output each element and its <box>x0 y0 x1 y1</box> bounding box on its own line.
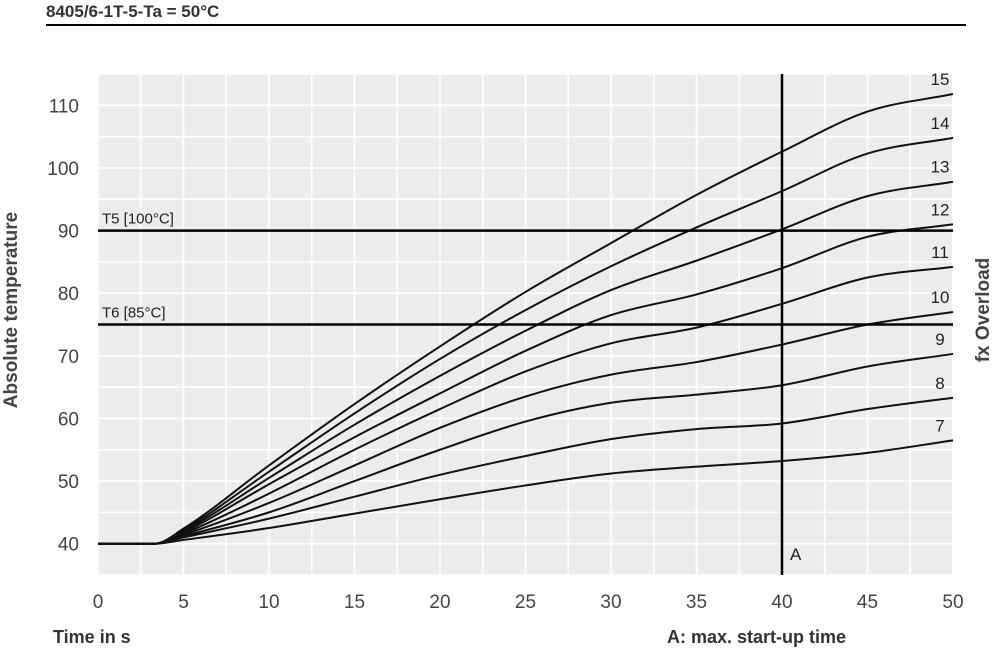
y-axis-label: Absolute temperature <box>1 211 22 409</box>
series-line-14 <box>98 136 954 545</box>
y-tick-label: 50 <box>58 472 79 493</box>
y-axis-ticks: 40 50 60 70 80 90 100 110 <box>47 96 79 555</box>
start-up-marker: A <box>780 74 802 575</box>
title-divider <box>46 24 966 26</box>
series-line-9 <box>98 352 954 545</box>
series-line-10 <box>98 310 954 545</box>
x-tick-label: 45 <box>857 592 878 613</box>
y-tick-label: 60 <box>58 409 79 430</box>
series-label-9: 9 <box>935 330 944 349</box>
secondary-axis-label: fx Overload <box>973 257 994 363</box>
x-tick-label: 15 <box>344 592 365 613</box>
x-tick-label: 10 <box>258 592 279 613</box>
x-tick-label: 50 <box>942 592 963 613</box>
series-line-7 <box>98 439 954 545</box>
series-label-7: 7 <box>935 416 944 435</box>
x-tick-label: 30 <box>600 592 621 613</box>
series-line-15 <box>98 93 954 545</box>
y-tick-label: 110 <box>49 96 79 117</box>
marker-label: A <box>790 545 802 564</box>
y-tick-label: 40 <box>58 535 79 556</box>
series-line-13 <box>98 180 954 545</box>
series-line-12 <box>98 223 954 545</box>
chart-title: 8405/6-1T-5-Ta = 50°C <box>46 2 220 21</box>
x-tick-label: 35 <box>686 592 707 613</box>
series-line-8 <box>98 396 954 545</box>
series-lines <box>98 93 954 545</box>
y-tick-label: 90 <box>58 222 79 243</box>
series-label-15: 15 <box>931 70 950 89</box>
x-axis-label: Time in s <box>53 627 131 647</box>
series-line-11 <box>98 265 954 545</box>
reference-line-label: T6 [85°C] <box>102 305 166 322</box>
series-label-11: 11 <box>931 243 949 262</box>
series-label-12: 12 <box>931 200 950 219</box>
x-tick-label: 0 <box>93 592 104 613</box>
x-tick-label: 5 <box>178 592 189 613</box>
reference-line-label: T5 [100°C] <box>102 211 174 228</box>
series-label-10: 10 <box>931 288 950 307</box>
x-axis-ticks: 0 5 10 15 20 25 30 35 40 45 50 <box>93 592 964 613</box>
series-label-13: 13 <box>931 158 950 177</box>
marker-note: A: max. start-up time <box>667 627 847 647</box>
series-label-8: 8 <box>935 374 944 393</box>
reference-lines: T5 [100°C] T6 [85°C] <box>98 211 953 326</box>
x-tick-label: 20 <box>429 592 450 613</box>
series-label-14: 14 <box>931 114 950 133</box>
series-labels: 7 8 9 10 11 12 13 14 15 <box>931 70 950 435</box>
y-tick-label: 70 <box>58 347 79 368</box>
y-tick-label: 80 <box>58 284 79 305</box>
x-tick-label: 40 <box>771 592 792 613</box>
x-tick-label: 25 <box>515 592 536 613</box>
y-tick-label: 100 <box>47 159 79 180</box>
